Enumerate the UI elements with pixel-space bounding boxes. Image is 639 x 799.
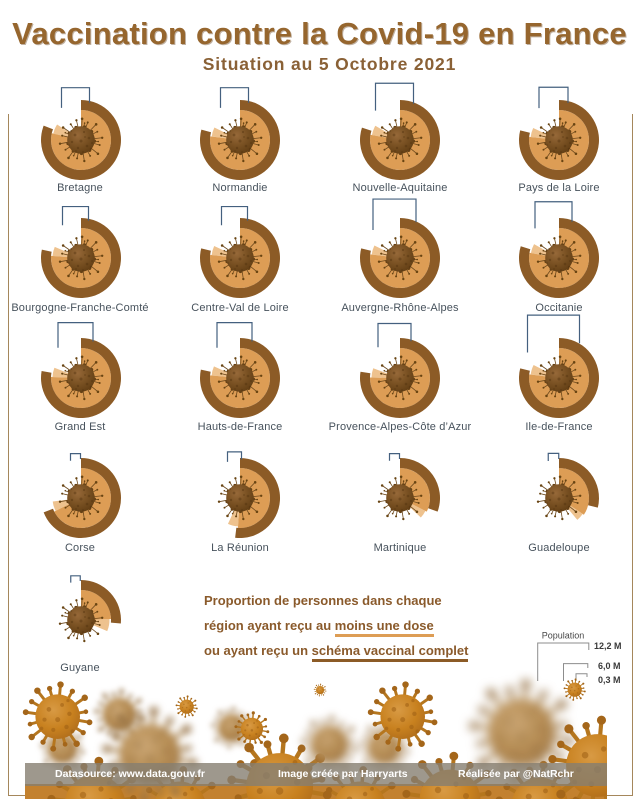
svg-text:6,0 M: 6,0 M	[598, 661, 621, 671]
svg-text:Population: Population	[542, 631, 585, 641]
svg-text:0,3 M: 0,3 M	[598, 675, 621, 685]
svg-text:12,2 M: 12,2 M	[594, 641, 622, 651]
